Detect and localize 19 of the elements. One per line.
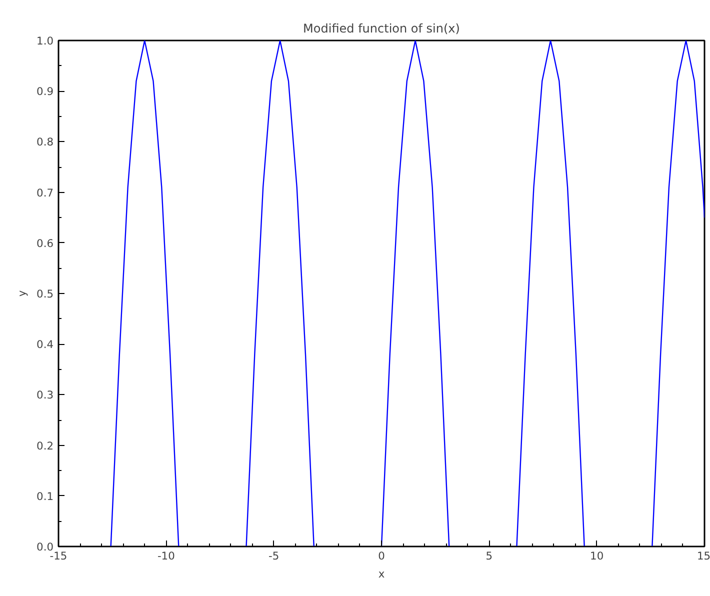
- y-tick-label: 0.1: [36, 490, 54, 503]
- x-tick-label: -5: [268, 550, 280, 562]
- y-tick-label: 0.5: [36, 288, 54, 300]
- y-tick-label: 0.3: [36, 388, 54, 402]
- y-tick-label: 1.0: [36, 34, 54, 48]
- y-tick-label: 0.4: [36, 338, 54, 352]
- x-tick-label: 5: [486, 550, 493, 562]
- x-tick-label: 0: [378, 550, 386, 562]
- y-tick-label: 0.7: [36, 186, 54, 200]
- y-axis-title: y: [16, 290, 29, 297]
- y-tick-label: 0.9: [36, 85, 54, 98]
- x-tick-label: 15: [696, 550, 710, 562]
- chart-title: Modified function of sin(x): [303, 22, 460, 36]
- x-tick-label: 10: [590, 550, 604, 562]
- x-tick-label: -10: [157, 550, 176, 562]
- y-tick-label: 0.2: [36, 439, 54, 452]
- x-axis-title: x: [378, 568, 385, 580]
- y-tick-label: 0.8: [36, 136, 54, 149]
- y-tick-label: 0.6: [36, 236, 54, 250]
